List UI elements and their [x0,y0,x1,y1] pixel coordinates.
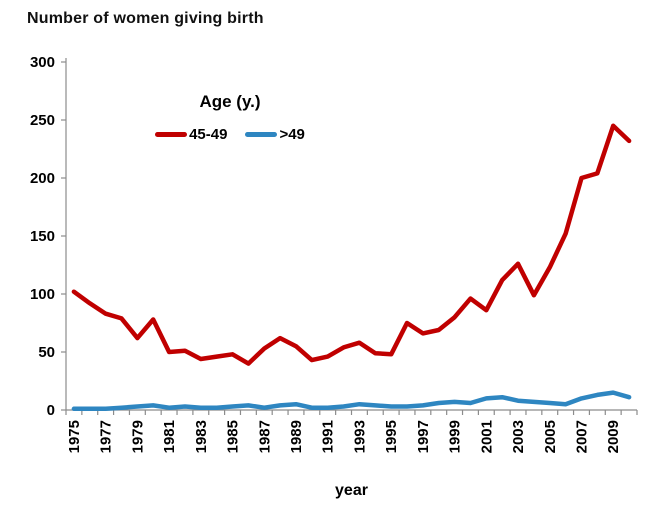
x-tick-label: 1983 [193,420,210,453]
x-tick-label: 1995 [383,420,400,453]
x-tick-label: 2001 [478,420,495,453]
x-tick-label: 1997 [415,420,432,453]
x-tick-label: 2007 [573,420,590,453]
x-tick-label: 1987 [256,420,273,453]
y-tick-label: 300 [30,54,55,71]
x-tick-label: 1979 [129,420,146,453]
x-tick-label: 1993 [351,420,368,453]
legend-title: Age (y.) [199,92,261,111]
x-tick-label: 1975 [66,420,83,453]
y-tick-label: 100 [30,286,55,303]
x-tick-label: 1989 [288,420,305,453]
x-tick-label: 1981 [161,420,178,453]
y-tick-label: 50 [38,344,55,361]
legend-items: 45-49 >49 [120,126,340,143]
chart-title: Number of women giving birth [27,10,264,27]
legend-swatch-45-49-icon [155,132,188,137]
series-line-45-49 [71,123,632,366]
y-tick-label: 0 [47,402,55,419]
legend: Age (y.) 45-49 >49 [120,92,340,143]
series-line-gt49 [71,390,632,412]
legend-label-45-49: 45-49 [189,126,228,143]
y-tick-label: 250 [30,112,55,129]
legend-item-45-49: 45-49 [155,126,227,143]
legend-item-gt49: >49 [245,126,305,143]
y-tick-label: 150 [30,228,55,245]
x-tick-label: 2003 [510,420,527,453]
legend-swatch-gt49-icon [245,132,278,137]
x-tick-label: 2005 [542,420,559,453]
x-tick-label: 1999 [447,420,464,453]
y-tick-label: 200 [30,170,55,187]
x-tick-label: 1977 [98,420,115,453]
x-tick-label: 2009 [605,420,622,453]
x-tick-label: 1985 [225,420,242,453]
legend-label-gt49: >49 [279,126,305,143]
x-tick-label: 1991 [320,420,337,453]
x-axis-title: year [335,482,368,499]
